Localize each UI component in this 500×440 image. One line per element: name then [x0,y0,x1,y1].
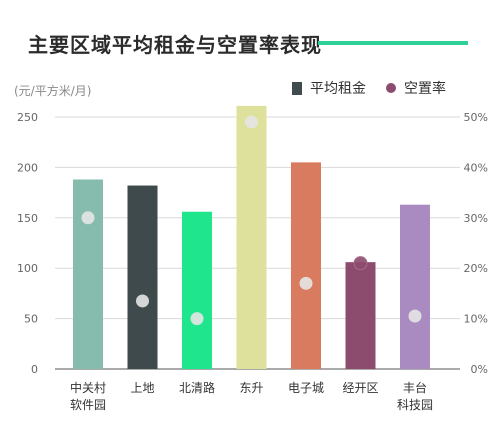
y-tick-label-left: 100 [17,262,38,275]
x-tick-label: 中关村 [70,380,106,395]
legend-swatch-rent [292,81,302,95]
y-tick-label-right: 40% [464,161,488,174]
bar-rent [73,179,103,369]
x-tick-label: 电子城 [288,381,324,395]
x-tick-label: 丰台 [403,380,427,395]
point-vacancy [81,211,95,225]
point-vacancy [190,312,204,326]
legend: 平均租金 空置率 [292,78,446,98]
x-tick-label: 软件园 [70,398,106,412]
x-tick-label: 北清路 [179,380,215,395]
point-vacancy [136,294,149,308]
y-tick-label-right: 50% [464,111,488,124]
bar-rent [182,211,212,369]
x-tick-label: 上地 [130,381,154,395]
y-tick-label-right: 20% [464,262,488,275]
point-vacancy [353,256,368,271]
point-vacancy [245,115,258,129]
legend-swatch-vacancy [386,83,396,93]
y-tick-label-right: 0% [471,363,488,376]
legend-label-rent: 平均租金 [310,81,366,97]
y-tick-label-left: 250 [17,111,38,124]
bar-rent [400,204,430,369]
bar-rent [236,105,267,370]
y-axis-unit-label: (元/平方米/月) [14,84,92,98]
bar-rent [345,262,376,369]
x-tick-label: 经开区 [342,381,378,395]
bar-rent [291,162,321,369]
bar-rent [127,185,158,369]
title-accent-line [318,41,468,45]
point-vacancy [408,309,422,323]
y-tick-label-right: 30% [464,212,488,225]
y-tick-label-left: 200 [17,161,38,174]
y-tick-label-right: 10% [464,313,488,326]
y-tick-label-left: 50 [24,313,38,326]
y-tick-label-left: 0 [31,363,38,376]
chart-title: 主要区域平均租金与空置率表现 [28,33,322,57]
y-tick-label-left: 150 [17,212,38,225]
point-vacancy [299,276,313,290]
legend-label-vacancy: 空置率 [404,81,446,97]
x-tick-label: 科技园 [397,398,433,412]
x-tick-label: 东升 [239,381,263,395]
